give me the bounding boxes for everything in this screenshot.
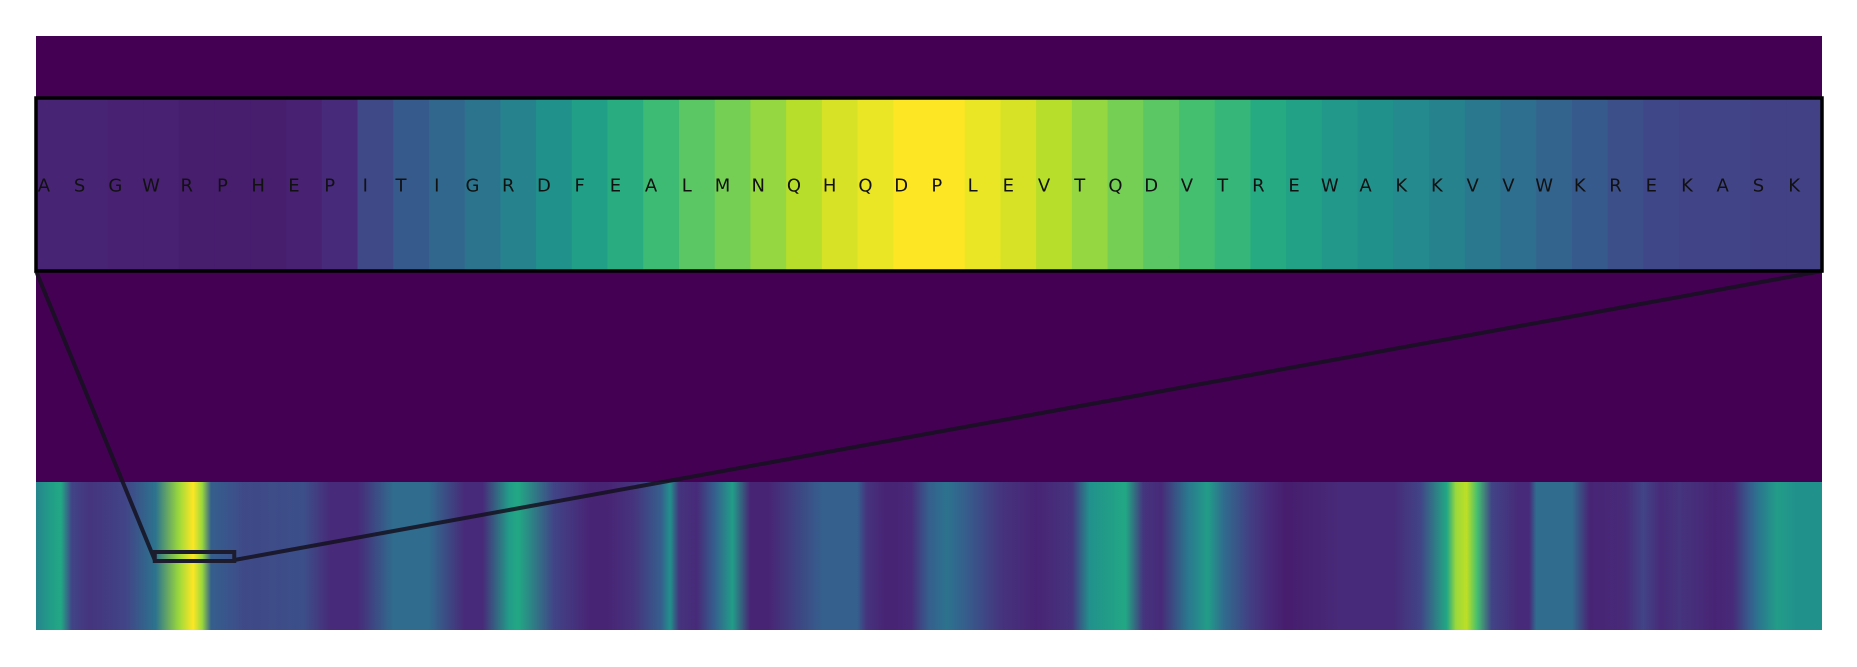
residue-label: K: [1788, 176, 1801, 197]
residue-label: S: [1753, 176, 1764, 197]
residue-label: A: [1717, 176, 1730, 197]
residue-label: L: [968, 176, 978, 197]
residue-label: W: [142, 176, 160, 197]
residue-label: E: [1003, 176, 1014, 197]
residue-label: D: [894, 176, 908, 197]
residue-label: I: [434, 176, 439, 197]
residue-label: W: [1321, 176, 1339, 197]
residue-label: A: [645, 176, 658, 197]
residue-label: V: [1038, 176, 1051, 197]
residue-label: D: [537, 176, 551, 197]
residue-label: R: [1252, 176, 1265, 197]
residue-label: F: [574, 176, 584, 197]
residue-label: I: [363, 176, 368, 197]
residue-label: V: [1181, 176, 1194, 197]
residue-label: V: [1466, 176, 1479, 197]
residue-label: K: [1681, 176, 1694, 197]
residue-label: G: [466, 176, 480, 197]
residue-label: L: [682, 176, 692, 197]
residue-label: T: [1073, 176, 1086, 197]
residue-label: D: [1144, 176, 1158, 197]
residue-label: H: [251, 176, 265, 197]
residue-label: Q: [787, 176, 801, 197]
residue-label: H: [823, 176, 837, 197]
residue-label: E: [288, 176, 299, 197]
residue-label: Q: [1108, 176, 1122, 197]
residue-label: R: [180, 176, 193, 197]
residue-label: K: [1574, 176, 1587, 197]
residue-label: Q: [858, 176, 872, 197]
residue-label: K: [1395, 176, 1408, 197]
residue-label: W: [1535, 176, 1553, 197]
residue-label: K: [1431, 176, 1444, 197]
residue-label: T: [395, 176, 408, 197]
residue-label: V: [1502, 176, 1515, 197]
residue-label: E: [610, 176, 621, 197]
overview-track: [36, 482, 1822, 630]
residue-label: P: [931, 176, 942, 197]
residue-label: R: [1609, 176, 1622, 197]
zoom-window-cells: [36, 98, 1823, 271]
residue-label: P: [324, 176, 335, 197]
residue-label: M: [715, 176, 731, 197]
residue-label: P: [217, 176, 228, 197]
residue-label: A: [1359, 176, 1372, 197]
residue-label: E: [1646, 176, 1657, 197]
residue-label: G: [108, 176, 122, 197]
residue-label: A: [38, 176, 51, 197]
residue-label: N: [752, 176, 765, 197]
residue-label: S: [74, 176, 85, 197]
residue-label: R: [502, 176, 515, 197]
residue-label: T: [1216, 176, 1229, 197]
residue-label: E: [1288, 176, 1299, 197]
